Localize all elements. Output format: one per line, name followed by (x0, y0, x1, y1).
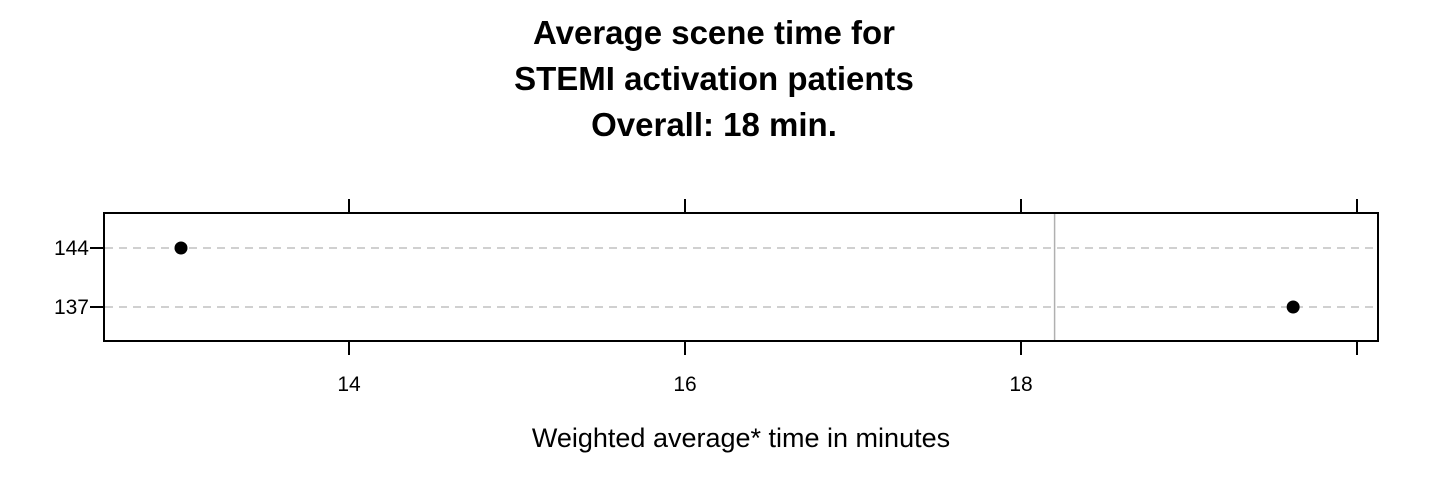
data-point-144 (174, 241, 188, 255)
chart-title-line-2: STEMI activation patients (514, 60, 914, 97)
data-point-137 (1286, 300, 1300, 314)
x-axis-title: Weighted average* time in minutes (532, 423, 950, 453)
x-tick-label: 16 (673, 373, 696, 396)
x-tick-label: 14 (337, 373, 361, 396)
chart-title-line-3: Overall: 18 min. (591, 106, 837, 143)
y-tick-label: 137 (54, 296, 89, 319)
y-tick-label: 144 (54, 237, 89, 260)
chart-title-line-1: Average scene time for (533, 14, 895, 51)
x-tick-label: 18 (1009, 373, 1032, 396)
plot-frame (103, 212, 1379, 342)
